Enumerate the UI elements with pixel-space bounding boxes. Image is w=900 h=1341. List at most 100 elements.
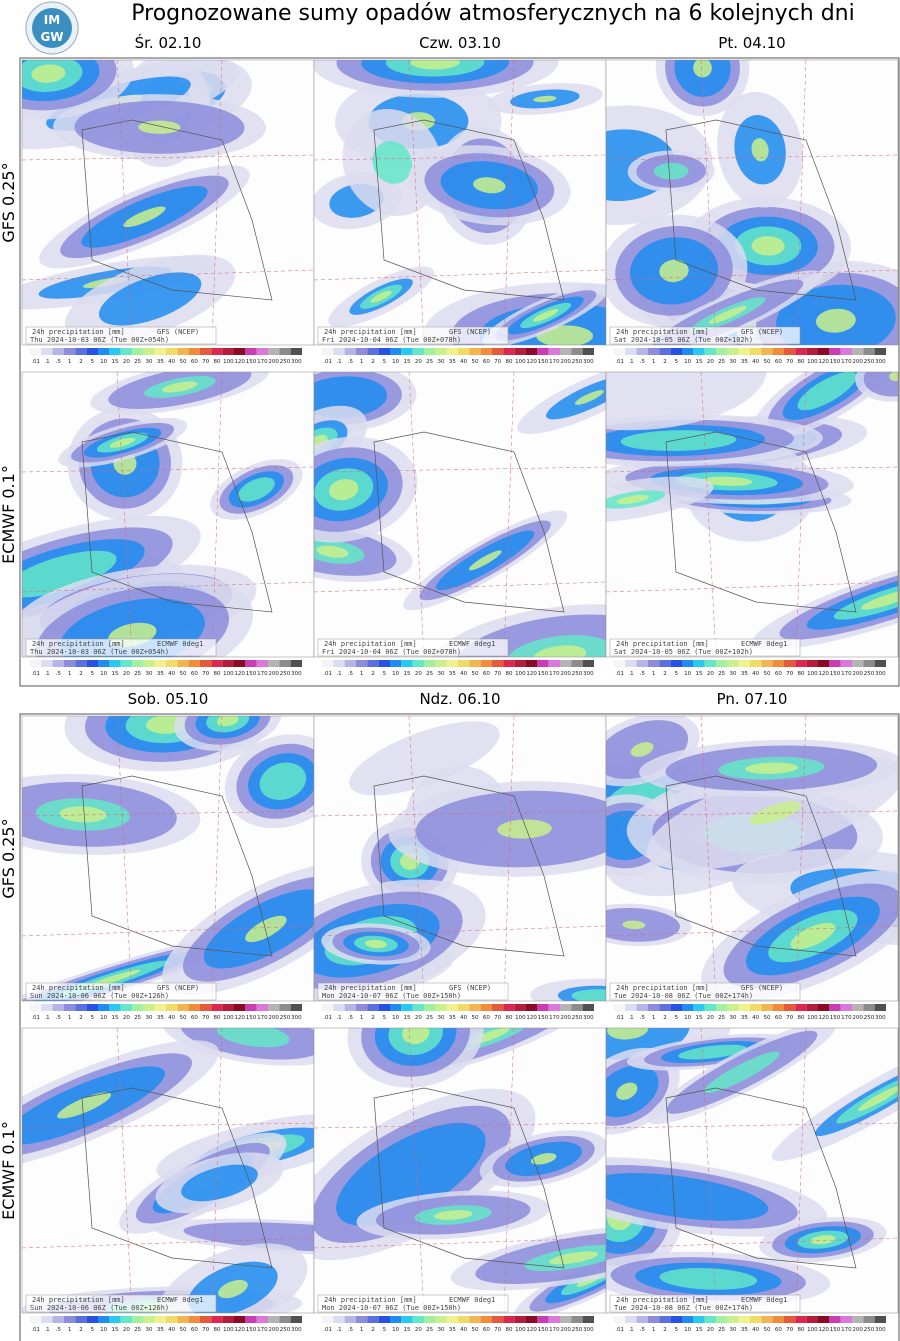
map-field bbox=[22, 1028, 314, 1313]
colorbar-label: 150 bbox=[246, 1015, 257, 1021]
colorbar-label: 250 bbox=[572, 671, 583, 677]
colorbar-box bbox=[234, 1316, 246, 1323]
precip-area bbox=[123, 206, 166, 228]
colorbar-label: 300 bbox=[291, 1327, 302, 1333]
colorbar-box bbox=[424, 348, 436, 355]
colorbar-box bbox=[560, 1004, 572, 1011]
precip-area bbox=[218, 1279, 248, 1299]
colorbar-box bbox=[738, 1004, 750, 1011]
colorbar-label: .1 bbox=[336, 671, 341, 677]
colorbar-box bbox=[424, 660, 436, 667]
precip-area bbox=[370, 290, 392, 303]
precip-area bbox=[790, 922, 836, 950]
colorbar-box bbox=[188, 348, 200, 355]
colorbar-label: 2 bbox=[371, 1015, 375, 1021]
colorbar-box bbox=[446, 1004, 458, 1011]
colorbar-label: 250 bbox=[864, 671, 875, 677]
colorbar-label: 25 bbox=[426, 1327, 433, 1333]
colorbar-box bbox=[356, 660, 368, 667]
colorbar-box bbox=[75, 348, 87, 355]
colorbar-label: 1 bbox=[360, 359, 364, 365]
precip-area bbox=[616, 1082, 638, 1100]
colorbar-box bbox=[367, 1004, 379, 1011]
colorbar-label: 40 bbox=[168, 359, 175, 365]
colorbar-box bbox=[682, 1316, 694, 1323]
colorbar-box bbox=[704, 348, 716, 355]
colorbar-box bbox=[98, 660, 110, 667]
map-field bbox=[314, 372, 606, 657]
colorbar-box bbox=[132, 660, 144, 667]
precip-area bbox=[31, 64, 66, 83]
colorbar-box bbox=[806, 1316, 818, 1323]
colorbar-box bbox=[390, 1316, 402, 1323]
precip-area bbox=[314, 376, 388, 418]
colorbar-label: 80 bbox=[214, 1327, 221, 1333]
colorbar-box bbox=[670, 660, 682, 667]
colorbar-label: 80 bbox=[214, 671, 221, 677]
map-frame bbox=[605, 715, 899, 1002]
colorbar-label: 70 bbox=[494, 671, 501, 677]
colorbar-label: 10 bbox=[100, 671, 107, 677]
colorbar-box bbox=[188, 1316, 200, 1323]
colorbar-label: 2 bbox=[663, 1327, 667, 1333]
colorbar-box bbox=[234, 1004, 246, 1011]
colorbar-label: 5 bbox=[383, 359, 387, 365]
colorbar-label: 30 bbox=[730, 1327, 737, 1333]
colorbar-label: 25 bbox=[718, 359, 725, 365]
colorbar-box bbox=[64, 660, 76, 667]
colorbar-box bbox=[367, 660, 379, 667]
colorbar-label: .1 bbox=[44, 1327, 49, 1333]
colorbar-label: 150 bbox=[830, 359, 841, 365]
precip-area bbox=[622, 920, 646, 930]
colorbar-label: 50 bbox=[180, 1327, 187, 1333]
colorbar-box bbox=[109, 348, 121, 355]
colorbar-box bbox=[806, 348, 818, 355]
caption-source: ECMWF 0deg1 bbox=[449, 1296, 495, 1304]
colorbar-label: 25 bbox=[426, 359, 433, 365]
colorbar-label: 1 bbox=[652, 1327, 656, 1333]
colorbar-box bbox=[659, 1316, 671, 1323]
colorbar-label: 60 bbox=[483, 1015, 490, 1021]
colorbar-label: 10 bbox=[100, 1327, 107, 1333]
colorbar-box bbox=[177, 660, 189, 667]
colorbar-label: 70 bbox=[786, 359, 793, 365]
colorbar-label: 1 bbox=[652, 1015, 656, 1021]
colorbar-label: 20 bbox=[415, 671, 422, 677]
colorbar-box bbox=[86, 348, 98, 355]
colorbar-box bbox=[761, 1316, 773, 1323]
caption: 24h precipitation [mm] bbox=[32, 1296, 125, 1304]
colorbar-label: 250 bbox=[864, 1015, 875, 1021]
colorbar-label: 25 bbox=[134, 1327, 141, 1333]
colorbar-label: 10 bbox=[392, 359, 399, 365]
colorbar-label: 15 bbox=[696, 359, 703, 365]
colorbar-box bbox=[480, 348, 492, 355]
colorbar-box bbox=[840, 1004, 852, 1011]
colorbar-box bbox=[401, 1316, 413, 1323]
grid-line bbox=[606, 716, 898, 1001]
colorbar-box bbox=[750, 348, 762, 355]
caption-box bbox=[25, 1294, 217, 1313]
colorbar-box bbox=[840, 348, 852, 355]
colorbar-box bbox=[234, 660, 246, 667]
colorbar-box bbox=[548, 1004, 560, 1011]
colorbar-label: 150 bbox=[538, 359, 549, 365]
colorbar-box bbox=[704, 1004, 716, 1011]
colorbar-label: .5 bbox=[640, 359, 646, 365]
colorbar-box bbox=[211, 1316, 223, 1323]
colorbar-label: 80 bbox=[798, 671, 805, 677]
precip-area bbox=[245, 915, 287, 943]
colorbar-label: 15 bbox=[404, 1327, 411, 1333]
colorbar-box bbox=[279, 1004, 291, 1011]
colorbar-box bbox=[333, 1316, 345, 1323]
colorbar-box bbox=[727, 1316, 739, 1323]
colorbar-label: 250 bbox=[280, 1015, 291, 1021]
colorbar-label: .01 bbox=[31, 1327, 40, 1333]
colorbar-box bbox=[716, 660, 728, 667]
colorbar-label: 150 bbox=[538, 671, 549, 677]
caption: 24h precipitation [mm] bbox=[324, 984, 417, 992]
colorbar-label: 30 bbox=[146, 1015, 153, 1021]
colorbar-label: 30 bbox=[730, 359, 737, 365]
border-line bbox=[665, 1087, 857, 1269]
colorbar-label: 35 bbox=[741, 1327, 748, 1333]
colorbar-label: 100 bbox=[807, 359, 818, 365]
